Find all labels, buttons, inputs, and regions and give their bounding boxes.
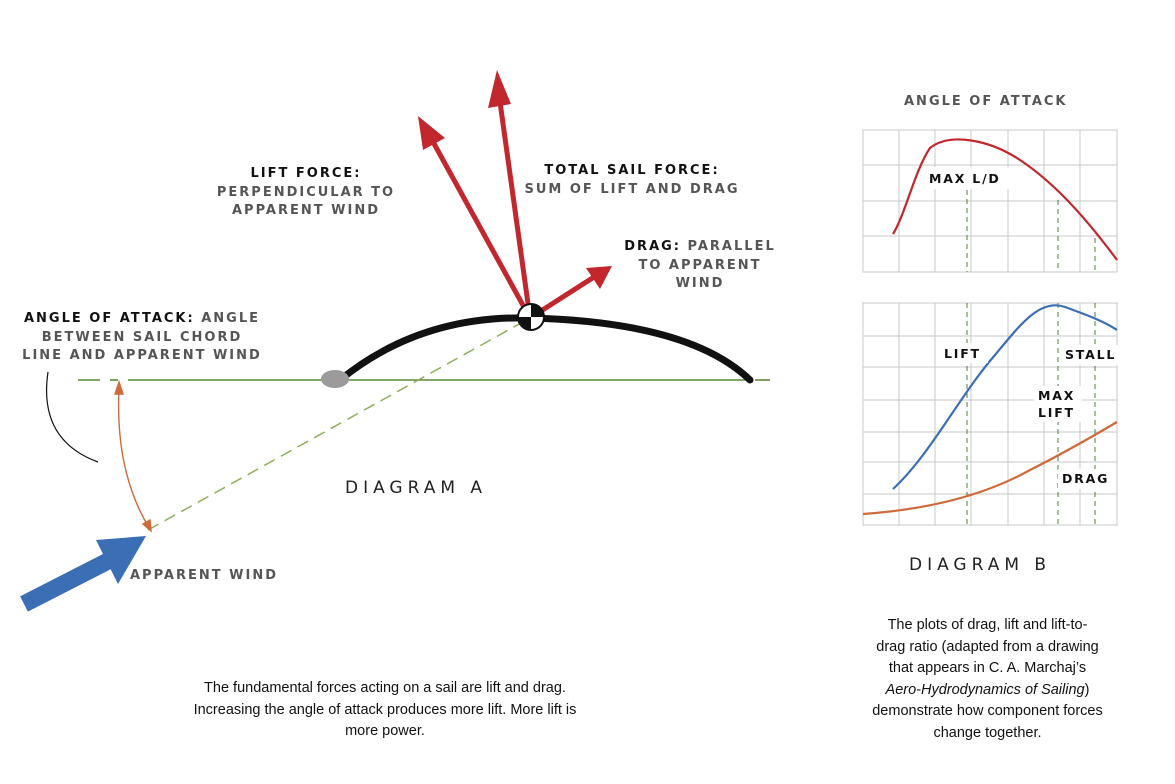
top-plot-grid xyxy=(862,129,1118,273)
total-sail-force-label: TOTAL SAIL FORCE: SUM OF LIFT AND DRAG xyxy=(522,162,742,199)
apparent-wind-text: APPARENT WIND xyxy=(130,568,278,583)
drag-line3: WIND xyxy=(675,276,725,291)
diagram-b-title: DIAGRAM B xyxy=(909,555,1052,575)
angle-of-attack-label: ANGLE OF ATTACK: ANGLE BETWEEN SAIL CHOR… xyxy=(16,310,268,366)
total-sail-force-key: TOTAL SAIL FORCE: xyxy=(544,163,720,178)
bottom-plot-grid xyxy=(862,302,1118,526)
angle-label-leader xyxy=(46,371,99,463)
max-lift-label-line2: LIFT xyxy=(1038,405,1075,420)
drag-value-a: PARALLEL xyxy=(687,239,776,254)
apparent-wind-label: APPARENT WIND xyxy=(130,567,278,586)
max-lift-label-line1: MAX xyxy=(1038,388,1075,403)
apparent-wind-arrow xyxy=(20,536,146,612)
drag-plot-label: DRAG xyxy=(1062,471,1109,486)
diagram-b-caption: The plots of drag, lift and lift-to- dra… xyxy=(840,615,1135,744)
lift-force-arrow xyxy=(418,116,533,320)
drag-label: DRAG: PARALLEL TO APPARENT WIND xyxy=(612,238,788,294)
total-sail-force-value: SUM OF LIFT AND DRAG xyxy=(524,181,740,197)
lift-force-line2: APPARENT WIND xyxy=(232,203,380,218)
caption-b-line6: change together. xyxy=(933,724,1042,741)
caption-b-book-title: Aero-Hydrodynamics of Sailing xyxy=(885,681,1085,698)
caption-b-line4: Aero-Hydrodynamics of Sailing) xyxy=(840,680,1135,702)
angle-of-attack-arc xyxy=(114,379,152,533)
angle-of-attack-line2: BETWEEN SAIL CHORD xyxy=(41,329,243,345)
stall-label: STALL xyxy=(1065,347,1116,362)
drag-curve xyxy=(862,421,1118,516)
caption-b-line5: demonstrate how component forces xyxy=(872,703,1103,719)
max-ld-label: MAX L/D xyxy=(929,171,1001,186)
drag-key: DRAG: xyxy=(624,239,681,254)
lift-label: LIFT xyxy=(944,346,981,361)
drag-line2: TO APPARENT xyxy=(638,257,762,273)
angle-of-attack-header: ANGLE OF ATTACK xyxy=(904,94,1068,109)
diagram-a-caption: The fundamental forces acting on a sail … xyxy=(150,678,620,743)
diagram-a-title: DIAGRAM A xyxy=(345,478,488,498)
angle-of-attack-key: ANGLE OF ATTACK: xyxy=(23,311,195,326)
lift-force-line1: PERPENDICULAR TO xyxy=(216,184,396,200)
caption-b-line3: that appears in C. A. Marchaj’s xyxy=(888,660,1087,676)
caption-a-line3: more power. xyxy=(345,723,425,739)
caption-a-line1: The fundamental forces acting on a sail … xyxy=(204,680,566,696)
apparent-wind-line xyxy=(147,317,531,531)
caption-a-line2: Increasing the angle of attack produces … xyxy=(193,701,577,718)
lift-force-label: LIFT FORCE: PERPENDICULAR TO APPARENT WI… xyxy=(206,165,406,221)
lift-force-key: LIFT FORCE: xyxy=(250,166,362,181)
angle-of-attack-line3: LINE AND APPARENT WIND xyxy=(22,348,262,363)
total-sail-force-arrow xyxy=(488,70,533,319)
caption-b-line4-end: ) xyxy=(1084,681,1090,698)
ld-ratio-curve xyxy=(892,138,1118,261)
lift-curve xyxy=(892,304,1118,490)
caption-b-line2: drag ratio (adapted from a drawing xyxy=(876,638,1099,655)
angle-of-attack-value-a: ANGLE xyxy=(201,311,261,326)
center-of-effort-icon xyxy=(517,303,545,331)
caption-b-line1: The plots of drag, lift and lift-to- xyxy=(887,617,1088,633)
mast xyxy=(321,370,349,388)
